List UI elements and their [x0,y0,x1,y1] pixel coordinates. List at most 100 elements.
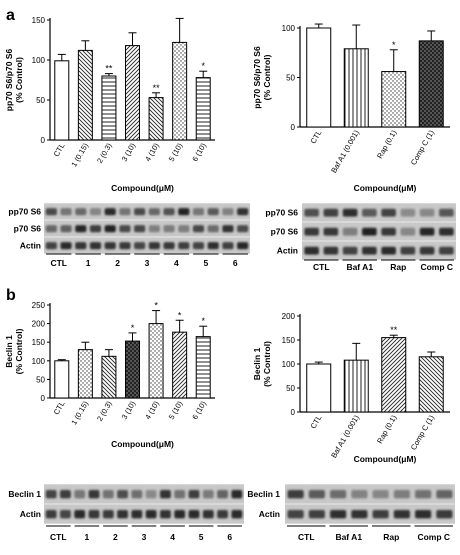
y-tick-label: 50 [286,74,295,83]
blot-row-label: Actin [20,241,41,251]
y-axis-label-line: (% Control) [14,57,24,103]
x-tick-label: 4 (10) [143,141,161,163]
blot-band [131,490,143,499]
blot-band [45,208,57,216]
bar [343,359,369,413]
blot-band [178,225,190,233]
bar [195,77,211,141]
blot-band [104,208,116,216]
blot-group-label: Rap [390,262,406,272]
blot-band [188,490,200,499]
blot-band [192,208,205,216]
blot-band [323,208,339,217]
blot-lane-bg [44,204,250,219]
blot-band [75,242,87,250]
y-tick-label: 100 [282,24,296,33]
x-axis-label: Compound(μM) [111,183,174,193]
bar [125,340,140,399]
y-tick-label: 150 [32,16,46,25]
y-axis-label-line: pp70 S6/p70 S6 [252,46,262,109]
x-tick-label: 5 (10) [167,399,185,421]
x-tick-label: 5 (10) [167,141,185,163]
blot-lane-bg [44,505,244,523]
bar [54,360,70,399]
blot-band [160,490,171,499]
blot-band [439,246,454,255]
blot-band [60,510,71,519]
blot-band [88,510,100,519]
blot-band [304,208,319,217]
chart-a-right: 0 50 100 pp70 S6/p70 S6(% Control) CTL Baf A1… [252,23,450,193]
blot-band [134,225,146,233]
y-tick-label: 0 [41,136,46,145]
blot-band [134,208,146,216]
blot-band [393,490,410,499]
blot-band [237,242,249,250]
bar [172,41,188,141]
y-axis-label-line: (% Control) [262,54,272,100]
blot-row-label: pp70 S6 [265,208,298,218]
blot-band [436,490,453,499]
blot-group-label: 3 [142,532,147,542]
blot-band [231,510,243,519]
blot-band [393,510,410,519]
blot-group-label: 4 [174,258,179,268]
blot-group-label: 2 [115,258,120,268]
y-tick-label: 50 [36,375,45,384]
blot-band [178,242,190,250]
bar [306,363,332,413]
blot-band [415,490,432,499]
y-axis-label-line: (% Control) [14,328,24,374]
blot-group-label: Rap [383,532,399,542]
blot-band [419,227,435,236]
chart-a-left: 0 50 100 150 pp70 S6/p70 S6(% Control) CTL 1 (… [4,16,215,193]
blot-band [362,227,377,236]
bar [306,27,332,128]
blot-group-label: 5 [199,532,204,542]
blot-band [45,490,57,499]
blot-band [60,490,71,499]
y-tick-label: 100 [32,56,46,65]
y-axis-label: pp70 S6/p70 S6(% Control) [4,49,24,112]
significance-marker: * [131,323,135,333]
blot-band [188,510,200,519]
blot-row-label: pp70 S6 [8,207,41,217]
blot-band [217,490,228,499]
significance-marker: ** [105,64,113,74]
bar [381,71,407,128]
blot-band [400,208,416,217]
bar [101,75,117,141]
blot-band [119,225,131,233]
blot-band [119,208,131,216]
blot-band [60,242,72,250]
blot-band [89,225,102,233]
bar [101,355,117,399]
blot-group-label: Comp C [420,262,453,272]
blot-a-left: pp70 S6 p70 S6 Actin CTL 1 2 3 4 5 6 [8,203,250,268]
blot-group-label: 2 [113,532,118,542]
x-tick-label: CTL [309,414,324,431]
blot-lane-bg [44,221,250,236]
blot-band [145,510,157,519]
x-tick-label: CTL [309,129,324,146]
blot-row-label: p70 S6 [14,224,42,234]
x-tick-label: Baf A1 (0.001) [329,128,361,174]
blot-band [148,242,160,250]
blot-row-label: Actin [277,246,298,256]
x-tick-label: 2 (0.3) [95,399,114,423]
significance-marker: * [392,40,396,50]
bar [418,40,444,128]
y-tick-label: 0 [41,394,46,403]
blot-band [74,510,86,519]
blot-band [287,510,304,519]
blot-band [75,225,87,233]
y-tick-label: 150 [32,338,46,347]
blot-band [174,490,186,499]
significance-marker: * [154,301,158,311]
blot-band [415,510,432,519]
blot-band [237,225,249,233]
blot-band [287,490,304,499]
blot-band [381,246,396,255]
blot-lane-bg [302,242,456,259]
